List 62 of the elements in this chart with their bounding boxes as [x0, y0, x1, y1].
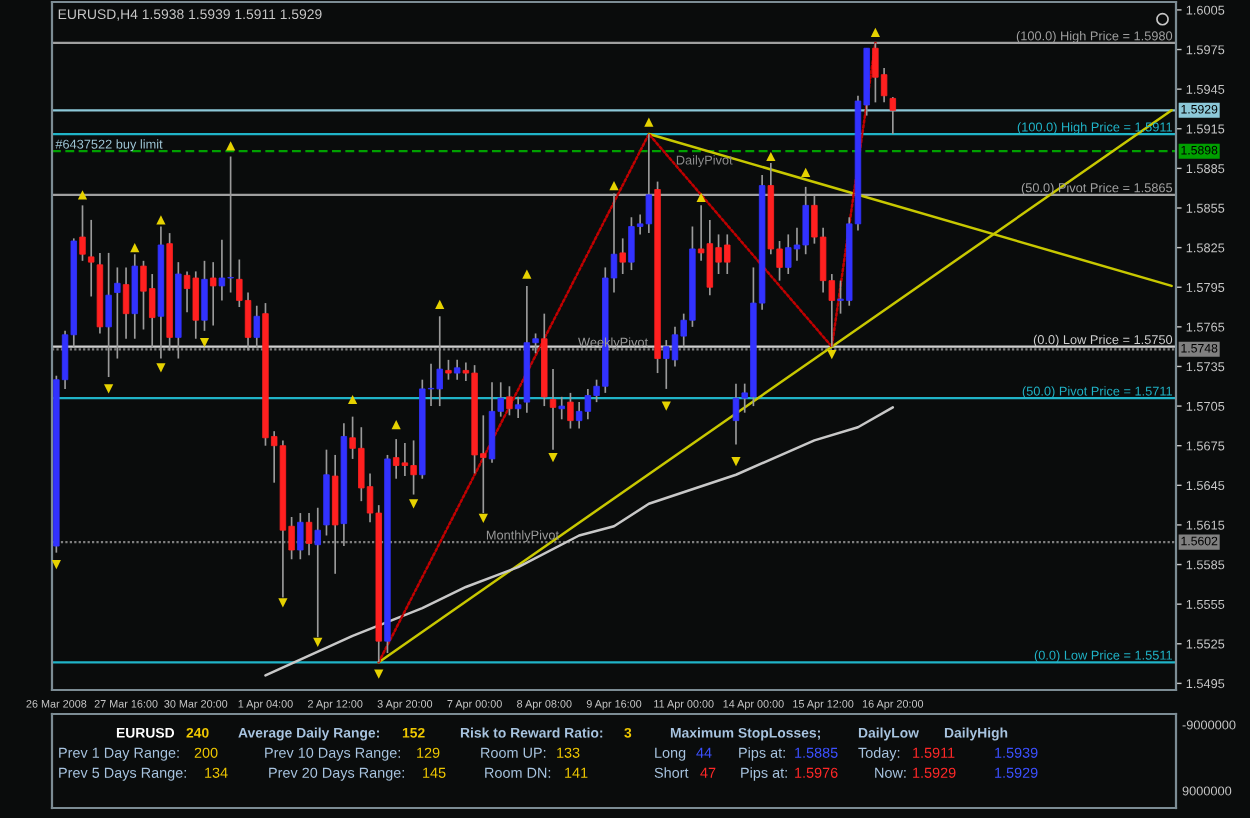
candlestick: [148, 273, 156, 349]
point: [104, 384, 114, 394]
point: [661, 401, 671, 411]
line-series: [264, 406, 895, 677]
point: [870, 27, 880, 37]
point: [548, 452, 558, 463]
candlestick: [122, 266, 130, 340]
candlestick: [453, 359, 461, 381]
point: [52, 559, 61, 570]
candlestick: [663, 339, 670, 390]
candlestick: [183, 270, 191, 314]
candlestick: [445, 359, 452, 381]
point: [77, 190, 88, 200]
candlestick: [889, 96, 897, 135]
candlestick: [305, 512, 313, 557]
line-series: [377, 41, 877, 664]
point: [278, 598, 288, 608]
point: [408, 499, 419, 509]
candlestick: [253, 304, 260, 349]
candlestick: [514, 396, 522, 419]
candlestick: [201, 259, 208, 332]
point: [827, 349, 837, 360]
candlestick: [436, 315, 443, 407]
candlestick: [506, 385, 513, 417]
candlestick: [619, 237, 626, 275]
candlestick: [392, 438, 400, 480]
candlestick: [575, 401, 583, 430]
candlestick: [297, 512, 304, 561]
candlestick: [209, 261, 217, 327]
point: [522, 269, 532, 279]
candlestick: [785, 233, 792, 275]
candlestick: [671, 326, 679, 368]
candlestick: [88, 219, 95, 298]
candlestick: [706, 219, 714, 296]
candlestick: [192, 270, 199, 340]
point: [313, 637, 323, 648]
point: [609, 180, 619, 191]
point: [801, 167, 811, 177]
point: [156, 363, 166, 373]
point: [766, 151, 776, 162]
point: [199, 338, 210, 348]
point: [435, 299, 445, 310]
candlestick: [401, 442, 409, 477]
point: [226, 141, 236, 151]
point: [348, 394, 358, 405]
candlestick: [114, 266, 121, 360]
point: [696, 192, 706, 203]
point: [391, 419, 401, 430]
candlestick: [488, 381, 496, 464]
candlestick: [567, 392, 574, 430]
point: [130, 243, 140, 253]
candlestick: [79, 204, 86, 262]
candlestick: [131, 253, 138, 340]
point: [644, 117, 654, 127]
point: [731, 456, 741, 467]
candlestick: [584, 388, 592, 421]
candlestick: [105, 252, 112, 378]
candlestick: [218, 238, 226, 302]
candlestick: [732, 382, 740, 446]
point: [156, 215, 166, 225]
candlestick: [558, 396, 565, 421]
candlestick: [549, 368, 557, 451]
